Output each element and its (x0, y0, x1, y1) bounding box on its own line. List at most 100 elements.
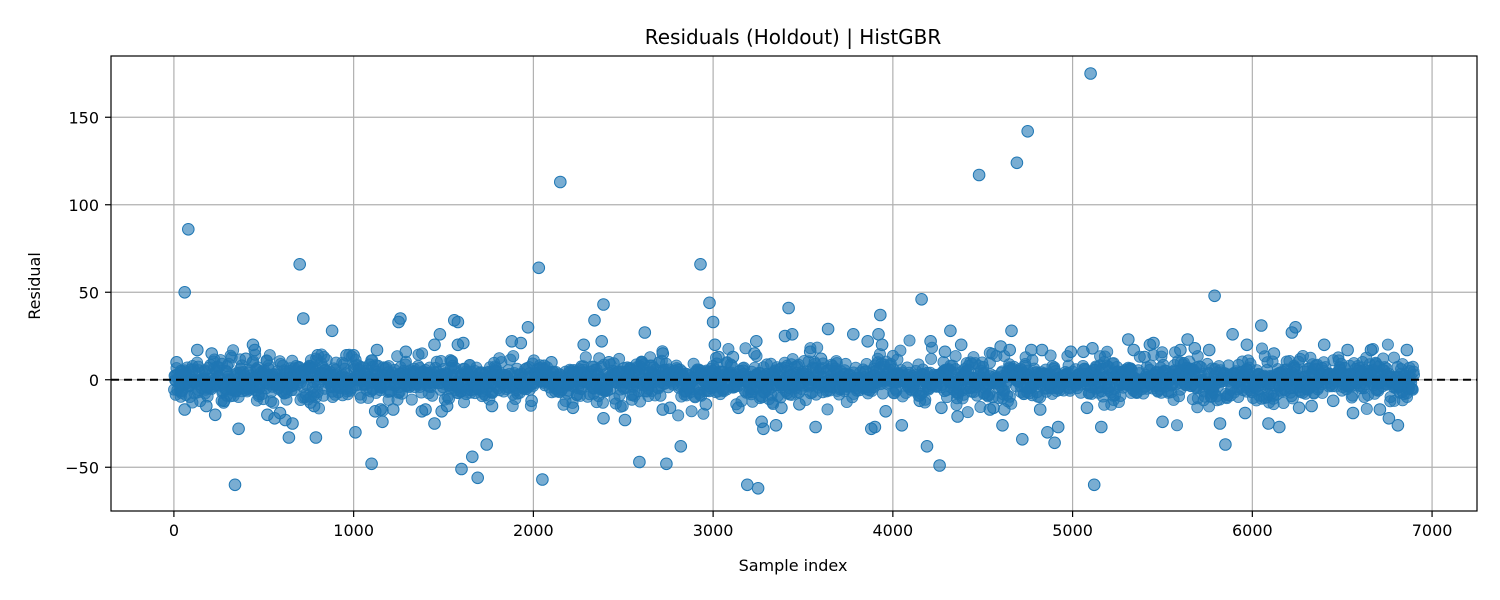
data-point (785, 328, 799, 341)
data-point (821, 322, 835, 336)
data-point (325, 324, 339, 338)
data-point (297, 312, 310, 325)
bulk-point (1360, 402, 1373, 415)
data-point (769, 419, 783, 432)
data-point (1273, 420, 1286, 434)
data-point (1364, 343, 1378, 357)
x-tick-label: 5000 (1052, 521, 1093, 540)
data-point (554, 175, 567, 189)
data-point (1048, 436, 1061, 450)
data-point (1226, 328, 1239, 341)
data-point (1086, 342, 1099, 355)
data-point (1156, 415, 1169, 429)
data-point (1326, 394, 1340, 408)
data-point (428, 417, 441, 430)
x-tick-label: 4000 (872, 521, 913, 540)
data-point (1122, 333, 1135, 346)
bulk-point (961, 406, 974, 419)
data-point (228, 478, 242, 492)
data-point (370, 343, 384, 357)
bulk-point (1406, 383, 1419, 396)
data-point (1208, 289, 1221, 303)
data-point (309, 431, 323, 444)
data-point (282, 431, 296, 444)
data-point (708, 338, 722, 352)
bulk-point (426, 389, 439, 402)
data-point (660, 457, 673, 471)
data-point (597, 298, 610, 311)
data-point (365, 457, 378, 471)
data-point (595, 335, 609, 348)
bulk-point (1171, 419, 1184, 432)
data-point (1202, 343, 1216, 357)
data-point (451, 315, 465, 329)
bulk-point (1156, 346, 1169, 359)
data-point (471, 471, 485, 485)
data-point (399, 345, 413, 359)
x-axis: 0 1000 2000 3000 4000 5000 6000 7000 (169, 511, 1452, 540)
data-point (951, 410, 964, 423)
bulk-points-layer (168, 334, 1421, 432)
data-point (466, 450, 479, 464)
data-point (618, 413, 632, 427)
data-point (643, 359, 657, 373)
data-point (1051, 420, 1065, 434)
data-point (374, 403, 387, 416)
y-tick-label: 0 (89, 371, 99, 390)
data-point (748, 347, 761, 360)
data-point (913, 394, 927, 408)
data-point (1147, 336, 1160, 350)
bulk-point (263, 349, 276, 362)
data-point (602, 356, 616, 369)
data-point (347, 349, 360, 362)
data-point (1181, 333, 1194, 346)
data-point (1005, 324, 1018, 338)
data-point (485, 399, 499, 413)
data-point (972, 168, 986, 182)
data-point (809, 420, 822, 434)
bulk-point (267, 396, 280, 409)
bulk-point (925, 352, 938, 365)
data-point (532, 261, 546, 275)
data-point (521, 321, 535, 334)
data-point (712, 350, 725, 364)
x-axis-label: Sample index (739, 556, 848, 575)
data-point (597, 412, 610, 425)
data-point (1341, 343, 1354, 357)
plot-frame (110, 55, 1478, 512)
bulk-point (1346, 389, 1359, 402)
data-point (545, 356, 558, 369)
data-point (1033, 403, 1047, 416)
data-point (726, 350, 740, 364)
y-tick-label: −50 (65, 458, 99, 477)
data-point (879, 405, 893, 418)
data-point (915, 293, 928, 306)
data-point (525, 394, 538, 408)
data-point (694, 258, 707, 271)
bulk-point (894, 344, 907, 357)
data-point (566, 401, 580, 415)
data-point (457, 336, 470, 350)
bulk-point (579, 351, 592, 364)
data-point (200, 399, 213, 413)
data-point (782, 301, 795, 315)
data-point (861, 335, 875, 348)
data-point (311, 349, 325, 362)
data-point (924, 335, 937, 348)
data-point (741, 478, 754, 492)
data-point (732, 401, 745, 415)
data-point (1016, 433, 1029, 446)
data-point (1346, 406, 1360, 420)
outlier-points-layer (170, 67, 1414, 495)
data-point (349, 426, 362, 439)
data-point (1087, 478, 1101, 492)
data-point (428, 338, 441, 352)
data-point (1373, 403, 1387, 416)
data-point (793, 398, 806, 411)
x-tick-label: 1000 (333, 521, 374, 540)
data-point (998, 403, 1011, 416)
bulk-point (949, 350, 962, 363)
y-tick-label: 100 (68, 196, 99, 215)
data-point (803, 345, 817, 359)
data-point (638, 326, 652, 339)
